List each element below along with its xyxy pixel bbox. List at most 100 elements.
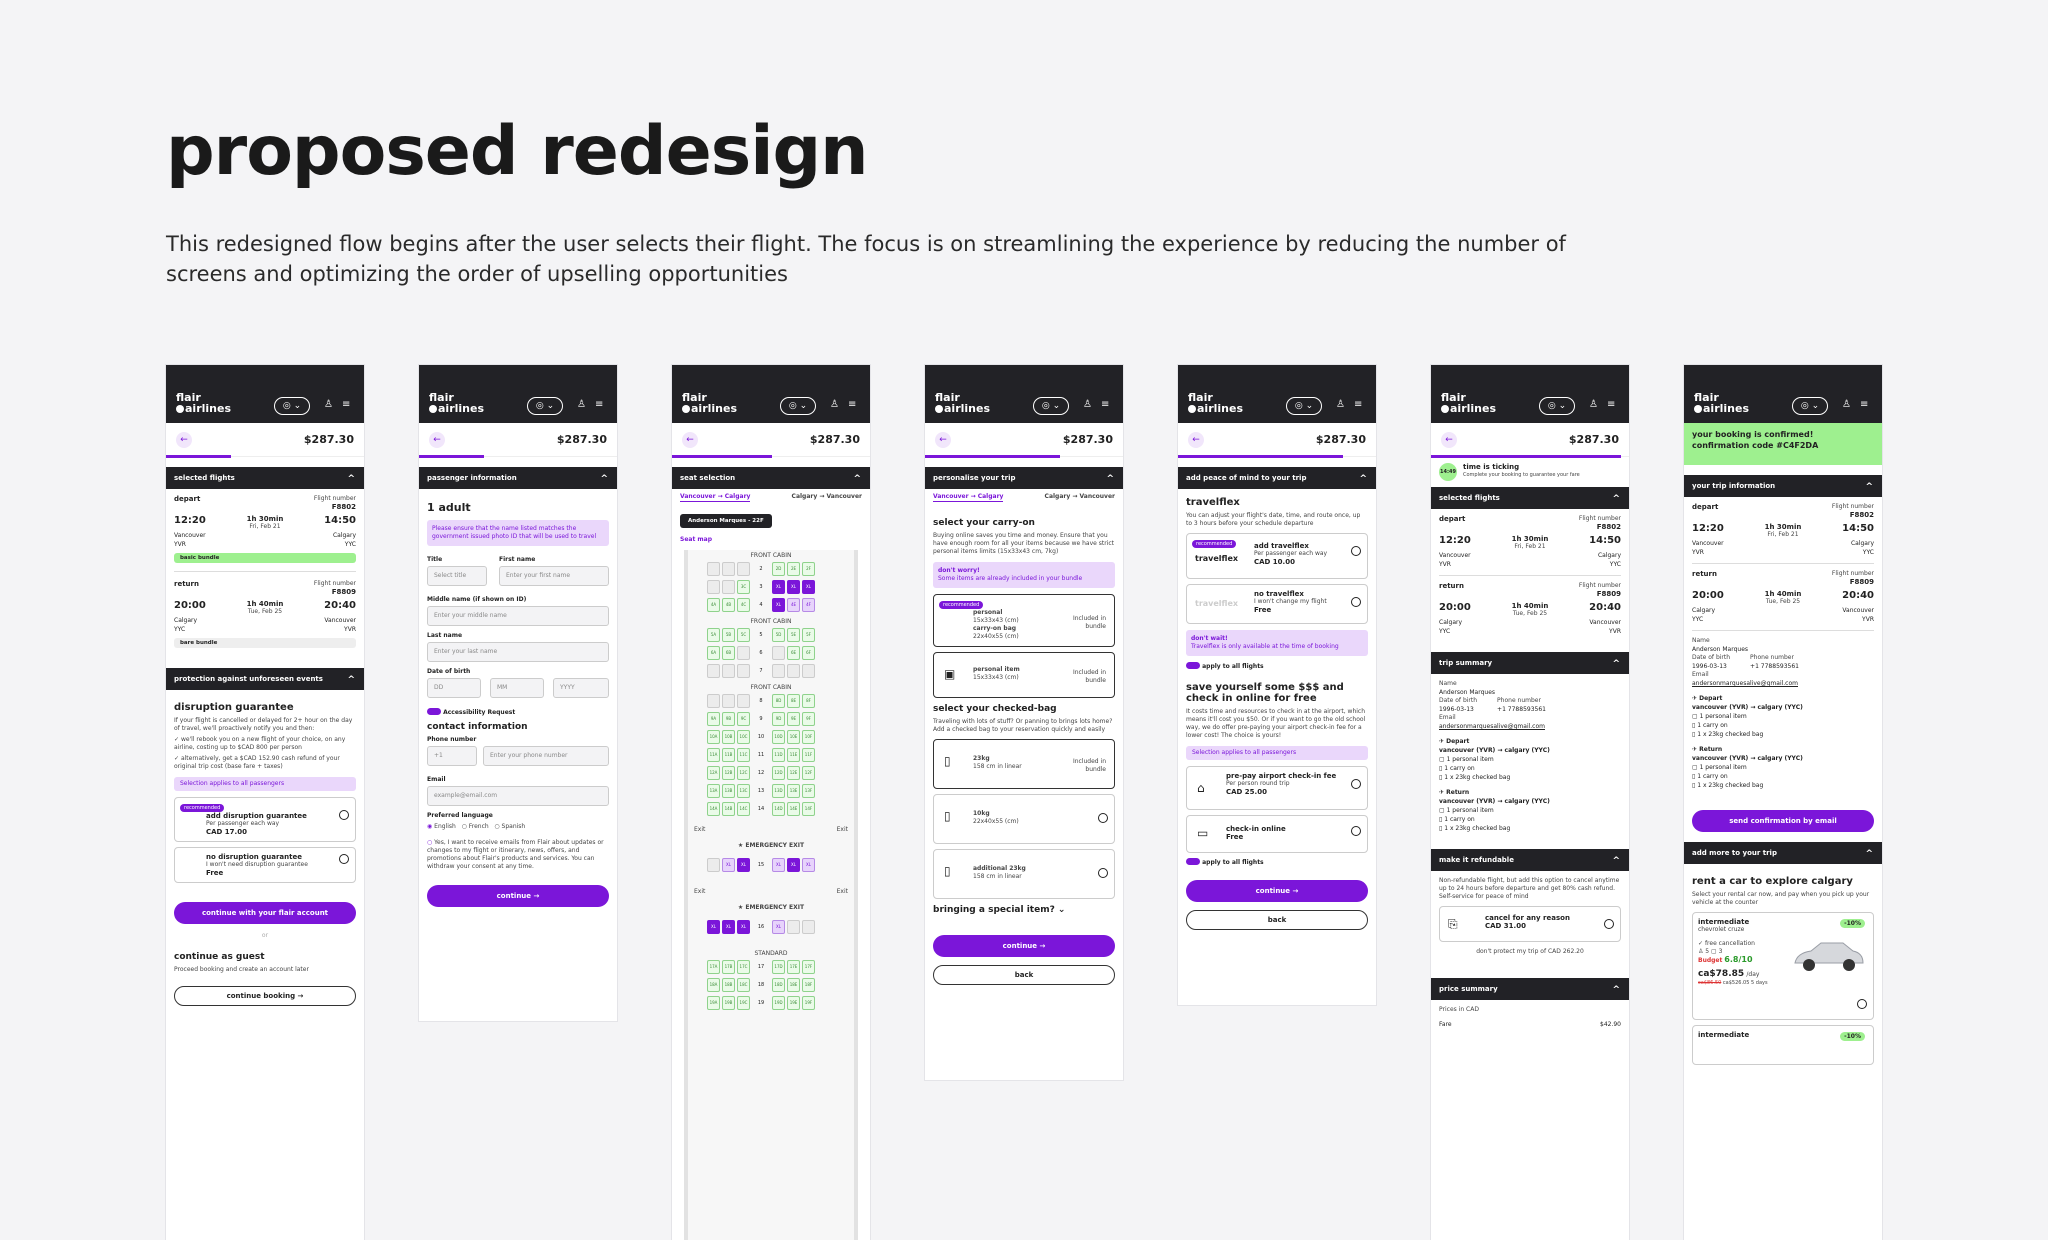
add-travelflex-option[interactable]: recommended travelflex add travelflex Per p…	[1186, 533, 1368, 579]
section-passenger-info[interactable]: passenger information	[419, 467, 617, 490]
personal-item-option[interactable]: ▣ personal item 15x33x43 (cm) Included in b…	[933, 652, 1115, 698]
total-price[interactable]: $287.30	[809, 433, 860, 446]
radio[interactable]	[339, 854, 349, 864]
total-price[interactable]: $287.30	[1062, 433, 1113, 446]
phone-input[interactable]: Enter your phone number	[483, 746, 609, 766]
section-trip-summary[interactable]: trip summary	[1431, 652, 1629, 675]
language-selector[interactable]: ◎ ⌄	[1033, 397, 1069, 415]
user-icon[interactable]: ♙	[1083, 399, 1092, 410]
menu-icon[interactable]: ≡	[1101, 399, 1110, 410]
brand-logo[interactable]: flair airlines	[935, 391, 990, 415]
user-icon[interactable]: ♙	[1842, 399, 1851, 410]
back-button[interactable]: ←	[176, 432, 192, 448]
language-selector[interactable]: ◎ ⌄	[1792, 397, 1828, 415]
language-selector[interactable]: ◎ ⌄	[527, 397, 563, 415]
brand-logo[interactable]: flair airlines	[176, 391, 231, 415]
send-email-button[interactable]: send confirmation by email	[1692, 810, 1874, 832]
car-offer-card[interactable]: intermediate -10%	[1692, 1025, 1874, 1065]
language-selector[interactable]: ◎ ⌄	[1286, 397, 1322, 415]
cancel-any-reason-option[interactable]: ⎘ cancel for any reason CAD 31.00	[1439, 906, 1621, 942]
bag-10kg-option[interactable]: ▯ 10kg 22x40x55 (cm)	[933, 794, 1115, 844]
online-checkin-option[interactable]: ▭ check-in online Free	[1186, 815, 1368, 853]
dob-month[interactable]: MM	[490, 678, 544, 698]
total-price[interactable]: $287.30	[1315, 433, 1366, 446]
radio[interactable]	[1098, 813, 1108, 823]
back-text-button[interactable]: back	[1186, 910, 1368, 930]
radio[interactable]	[1098, 868, 1108, 878]
user-icon[interactable]: ♙	[1589, 399, 1598, 410]
total-price[interactable]: $287.30	[1568, 433, 1619, 446]
section-add-more[interactable]: add more to your trip	[1684, 842, 1882, 865]
language-selector[interactable]: ◎ ⌄	[1539, 397, 1575, 415]
apply-all-toggle[interactable]: apply to all flights	[1186, 858, 1368, 866]
language-selector[interactable]: ◎ ⌄	[274, 397, 310, 415]
menu-icon[interactable]: ≡	[342, 399, 351, 410]
continue-button[interactable]: continue →	[427, 885, 609, 907]
brand-logo[interactable]: flair airlines	[682, 391, 737, 415]
consent-checkbox[interactable]: ○ Yes, I want to receive emails from Fla…	[427, 839, 604, 870]
brand-logo[interactable]: flair airlines	[1188, 391, 1243, 415]
radio[interactable]	[339, 810, 349, 820]
section-protection[interactable]: protection against unforeseen events	[166, 668, 364, 691]
radio[interactable]	[1351, 546, 1361, 556]
radio[interactable]	[1351, 779, 1361, 789]
section-price-summary[interactable]: price summary	[1431, 978, 1629, 1001]
prepay-checkin-option[interactable]: ⌂ pre-pay airport check-in fee Per person …	[1186, 766, 1368, 810]
email-value[interactable]: andersonmarquesalive@gmail.com	[1439, 723, 1545, 730]
section-trip-info[interactable]: your trip information	[1684, 475, 1882, 498]
email-value[interactable]: andersonmarquesalive@gmail.com	[1692, 680, 1798, 687]
country-code[interactable]: +1	[427, 746, 477, 766]
carry-option-bundle[interactable]: recommended personal 15x33x43 (cm) carry-on…	[933, 594, 1115, 647]
continue-button[interactable]: continue →	[933, 935, 1115, 957]
radio[interactable]	[1351, 826, 1361, 836]
radio[interactable]	[1857, 999, 1867, 1009]
no-dg-option[interactable]: no disruption guarantee I won't need disr…	[174, 847, 356, 883]
back-button[interactable]: ←	[1441, 432, 1457, 448]
add-dg-option[interactable]: recommended add disruption guarantee Per p…	[174, 797, 356, 842]
tab-outbound[interactable]: Vancouver → Calgary	[933, 493, 1004, 502]
user-icon[interactable]: ♙	[1336, 399, 1345, 410]
dob-day[interactable]: DD	[427, 678, 481, 698]
dont-protect-link[interactable]: don't protect my trip of CAD 262.20	[1476, 948, 1584, 955]
back-button[interactable]: ←	[429, 432, 445, 448]
menu-icon[interactable]: ≡	[1607, 399, 1616, 410]
special-item-toggle[interactable]: bringing a special item? ⌄	[933, 905, 1066, 915]
menu-icon[interactable]: ≡	[1860, 399, 1869, 410]
menu-icon[interactable]: ≡	[595, 399, 604, 410]
total-price[interactable]: $287.30	[556, 433, 607, 446]
user-icon[interactable]: ♙	[577, 399, 586, 410]
continue-booking-button[interactable]: continue booking →	[174, 986, 356, 1006]
accessibility-toggle[interactable]: Accessibility Request	[427, 708, 609, 716]
section-refundable[interactable]: make it refundable	[1431, 849, 1629, 872]
section-selected-flights[interactable]: selected flights	[166, 467, 364, 490]
apply-all-toggle[interactable]: apply to all flights	[1186, 662, 1368, 670]
tab-return[interactable]: Calgary → Vancouver	[791, 493, 862, 500]
passenger-chip[interactable]: Anderson Marques - 22F	[680, 514, 772, 528]
title-select[interactable]: Select title	[427, 566, 487, 586]
email-input[interactable]: example@email.com	[427, 786, 609, 806]
menu-icon[interactable]: ≡	[848, 399, 857, 410]
continue-button[interactable]: continue →	[1186, 880, 1368, 902]
radio[interactable]	[1351, 597, 1361, 607]
section-peace-of-mind[interactable]: add peace of mind to your trip	[1178, 467, 1376, 490]
continue-account-button[interactable]: continue with your flair account	[174, 902, 356, 924]
section-seat-selection[interactable]: seat selection	[672, 467, 870, 490]
back-button[interactable]: ←	[682, 432, 698, 448]
dob-year[interactable]: YYYY	[553, 678, 609, 698]
brand-logo[interactable]: flair airlines	[1694, 391, 1749, 415]
user-icon[interactable]: ♙	[324, 399, 333, 410]
back-button[interactable]: ←	[1188, 432, 1204, 448]
bag-additional-option[interactable]: ▯ additional 23kg 158 cm in linear	[933, 849, 1115, 899]
no-travelflex-option[interactable]: travelflex no travelflex I won't change my…	[1186, 584, 1368, 624]
total-price[interactable]: $287.30	[303, 433, 354, 446]
tab-return[interactable]: Calgary → Vancouver	[1044, 493, 1115, 500]
brand-logo[interactable]: flair airlines	[429, 391, 484, 415]
radio[interactable]	[1604, 919, 1614, 929]
tab-outbound[interactable]: Vancouver → Calgary	[680, 493, 751, 502]
first-name-input[interactable]: Enter your first name	[499, 566, 609, 586]
brand-logo[interactable]: flair airlines	[1441, 391, 1496, 415]
middle-name-input[interactable]: Enter your middle name	[427, 606, 609, 626]
section-selected-flights[interactable]: selected flights	[1431, 487, 1629, 510]
back-text-button[interactable]: back	[933, 965, 1115, 985]
language-radios[interactable]: ◉ English ○ French ○ Spanish	[427, 823, 526, 830]
